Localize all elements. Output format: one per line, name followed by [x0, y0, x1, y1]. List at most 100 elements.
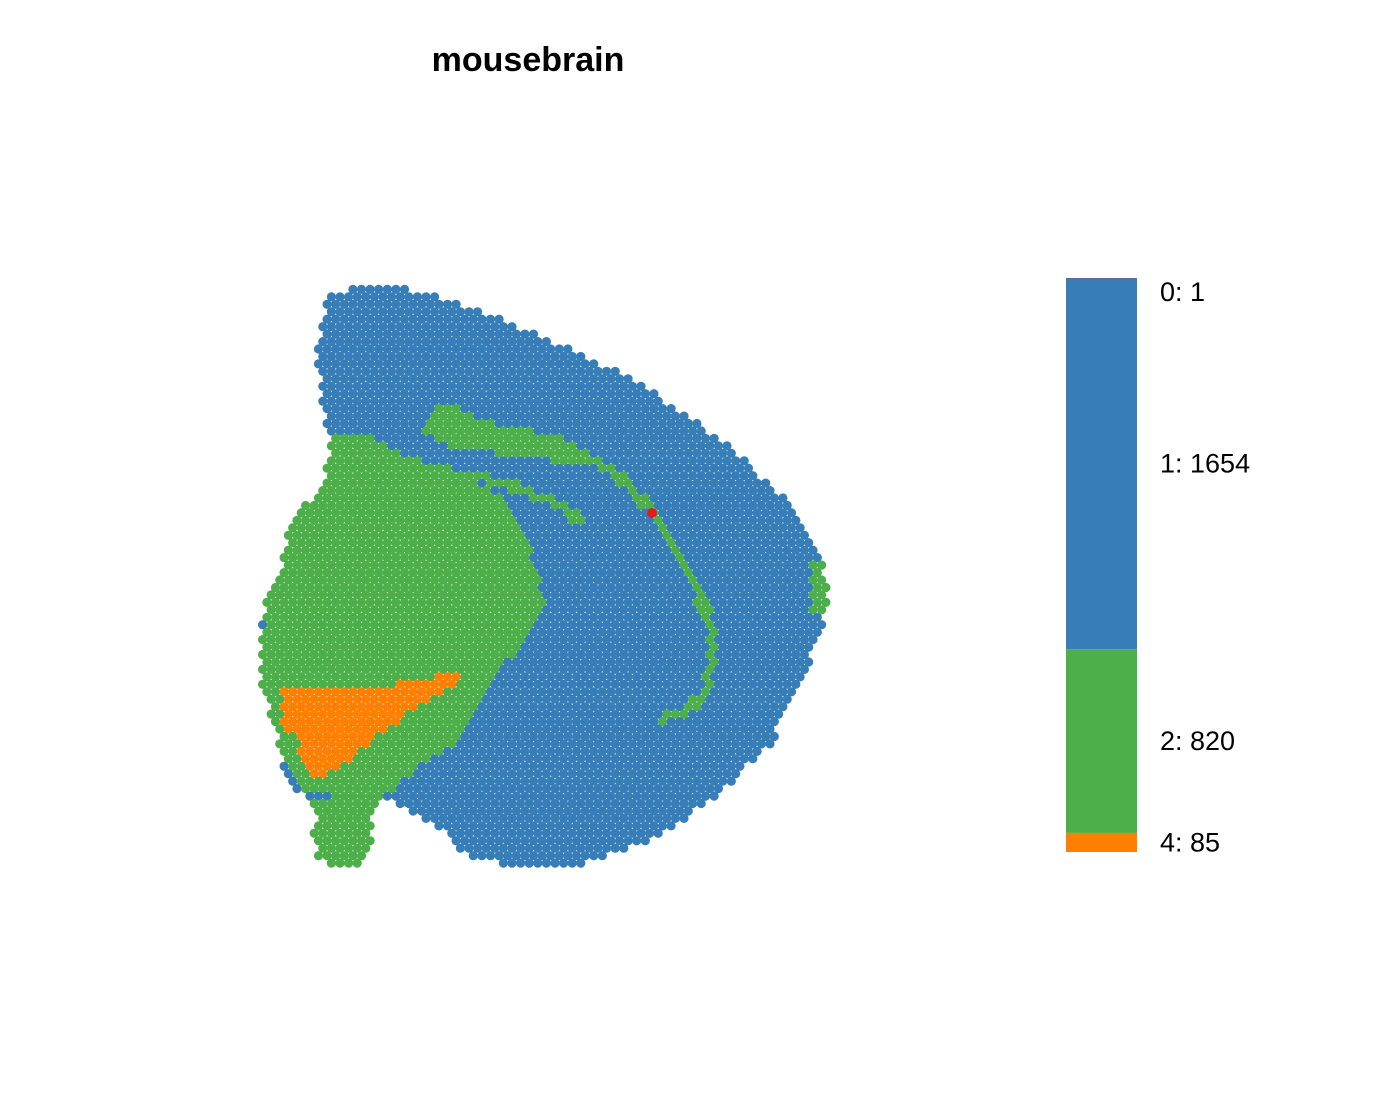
spot-cluster-1 — [365, 344, 375, 354]
spot-cluster-1 — [705, 784, 715, 794]
spot-cluster-1 — [533, 515, 543, 526]
spot-cluster-1 — [679, 530, 689, 540]
spot-cluster-1 — [541, 366, 552, 376]
spot-cluster-2 — [404, 545, 414, 555]
spot-cluster-1 — [490, 337, 500, 347]
spot-cluster-1 — [374, 359, 384, 369]
spot-cluster-1 — [485, 821, 496, 831]
spot-cluster-1 — [589, 582, 599, 593]
spot-cluster-1 — [425, 776, 435, 786]
spot-cluster-1 — [477, 389, 487, 399]
spot-cluster-1 — [619, 396, 629, 406]
spot-cluster-1 — [533, 798, 543, 809]
spot-cluster-1 — [567, 635, 577, 645]
spot-cluster-1 — [417, 776, 427, 786]
spot-cluster-1 — [571, 538, 582, 548]
spot-cluster-1 — [546, 538, 556, 548]
spot-cluster-1 — [442, 791, 453, 801]
spot-cluster-2 — [460, 523, 470, 533]
spot-cluster-4 — [365, 702, 375, 712]
spot-cluster-1 — [713, 739, 724, 749]
spot-cluster-1 — [481, 843, 491, 853]
spot-cluster-1 — [503, 687, 513, 697]
spot-cluster-2 — [369, 471, 379, 481]
spot-cluster-1 — [623, 523, 633, 533]
spot-cluster-2 — [683, 568, 693, 578]
spot-cluster-1 — [559, 396, 569, 406]
spot-cluster-1 — [326, 396, 336, 406]
spot-cluster-1 — [597, 657, 607, 667]
spot-cluster-1 — [533, 813, 543, 824]
spot-cluster-1 — [614, 448, 625, 458]
spot-cluster-1 — [670, 694, 681, 704]
spot-cluster-2 — [266, 694, 276, 704]
spot-cluster-1 — [387, 396, 397, 406]
spot-cluster-1 — [726, 731, 736, 742]
spot-cluster-1 — [774, 560, 784, 570]
spot-cluster-1 — [580, 582, 590, 593]
spot-cluster-1 — [700, 791, 711, 801]
spot-cluster-1 — [769, 493, 779, 503]
spot-cluster-1 — [374, 418, 384, 429]
spot-cluster-2 — [619, 471, 629, 481]
spot-cluster-2 — [348, 553, 358, 563]
spot-cluster-1 — [447, 813, 457, 824]
spot-cluster-1 — [421, 784, 431, 794]
spot-cluster-1 — [498, 709, 508, 719]
spot-cluster-1 — [460, 404, 470, 414]
spot-cluster-2 — [408, 493, 418, 503]
spot-cluster-1 — [589, 761, 599, 771]
spot-cluster-2 — [434, 731, 444, 742]
spot-cluster-2 — [408, 657, 418, 667]
spot-cluster-1 — [468, 717, 478, 727]
spot-cluster-1 — [580, 538, 590, 548]
spot-cluster-1 — [700, 538, 711, 548]
spot-cluster-1 — [666, 448, 676, 458]
spot-cluster-2 — [477, 597, 487, 608]
spot-cluster-2 — [640, 493, 650, 503]
spot-cluster-1 — [563, 359, 573, 369]
spot-cluster-1 — [318, 366, 328, 376]
spot-cluster-1 — [666, 463, 676, 473]
spot-cluster-2 — [361, 605, 371, 615]
spot-cluster-1 — [619, 784, 629, 794]
spot-cluster-1 — [713, 769, 724, 779]
spot-cluster-2 — [498, 515, 508, 526]
spot-cluster-1 — [649, 523, 659, 533]
spot-cluster-1 — [653, 575, 663, 585]
spot-cluster-2 — [498, 575, 508, 585]
spot-cluster-1 — [649, 478, 659, 488]
spot-cluster-1 — [627, 679, 638, 689]
spot-cluster-1 — [404, 411, 414, 421]
spot-cluster-2 — [434, 657, 444, 667]
spot-cluster-1 — [576, 486, 586, 496]
spot-cluster-1 — [408, 359, 418, 369]
spot-cluster-1 — [692, 493, 702, 503]
spot-cluster-2 — [451, 493, 461, 503]
spot-cluster-1 — [442, 314, 453, 324]
spot-cluster-2 — [339, 806, 349, 816]
spot-cluster-2 — [322, 493, 332, 503]
spot-cluster-1 — [477, 836, 487, 846]
spot-cluster-1 — [580, 836, 590, 846]
spot-cluster-2 — [378, 441, 388, 451]
spot-cluster-1 — [679, 784, 689, 794]
spot-cluster-1 — [563, 374, 573, 384]
spot-cluster-1 — [567, 649, 577, 660]
spot-cluster-1 — [490, 709, 500, 719]
spot-cluster-2 — [662, 709, 672, 719]
spot-cluster-1 — [645, 649, 655, 660]
spot-cluster-1 — [666, 418, 676, 429]
spot-cluster-2 — [421, 590, 431, 600]
spot-cluster-2 — [468, 433, 478, 443]
spot-cluster-1 — [533, 426, 543, 436]
spot-cluster-1 — [322, 389, 332, 399]
spot-cluster-1 — [670, 605, 681, 615]
spot-cluster-1 — [485, 806, 496, 816]
spot-cluster-1 — [571, 374, 582, 384]
spot-cluster-1 — [709, 538, 719, 548]
spot-cluster-2 — [477, 523, 487, 533]
spot-cluster-4 — [412, 679, 422, 689]
spot-cluster-2 — [378, 769, 388, 779]
spot-cluster-1 — [705, 590, 715, 600]
